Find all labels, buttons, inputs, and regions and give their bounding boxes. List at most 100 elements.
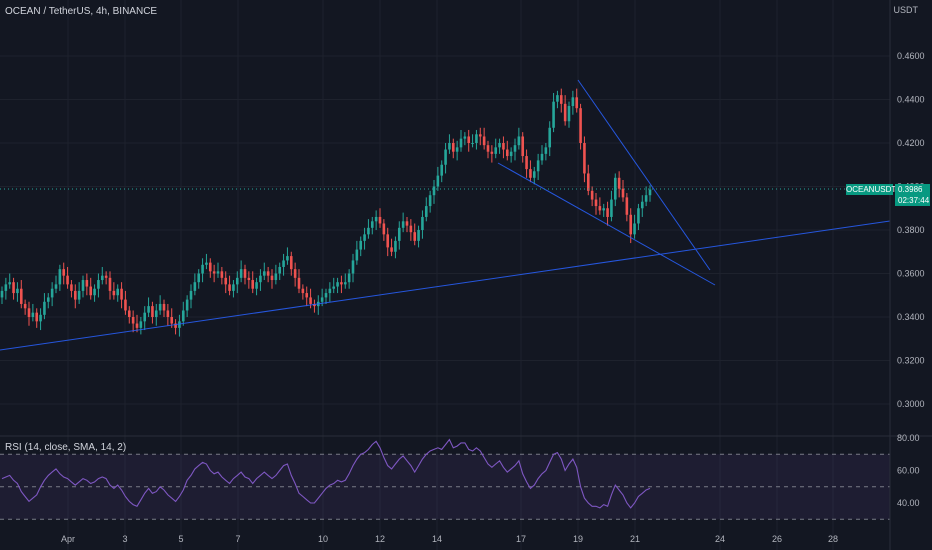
candle (617, 171, 621, 198)
candle-body (621, 188, 625, 198)
candle-body (552, 101, 555, 128)
candle-body (54, 284, 58, 289)
candle-body (320, 297, 324, 302)
candle (571, 90, 575, 115)
candle (293, 262, 297, 287)
candle-body (328, 288, 332, 294)
candle (490, 145, 494, 163)
candle-body (270, 275, 274, 281)
candle (297, 269, 301, 294)
candle-body (309, 297, 312, 304)
candle-body (116, 288, 120, 296)
candle-body (255, 282, 258, 289)
time-tick-label: 24 (715, 534, 725, 544)
candle-body (417, 230, 420, 241)
candle (93, 284, 96, 302)
rsi-tick-label: 60.00 (897, 466, 920, 476)
rsi-tick-label: 40.00 (897, 498, 920, 508)
candle-body (259, 275, 262, 283)
candle (471, 134, 474, 148)
candle-body (185, 299, 189, 311)
candle-body (124, 299, 127, 311)
candle-body (27, 308, 31, 317)
candle-body (50, 288, 54, 298)
candle (363, 227, 366, 250)
candle-body (127, 310, 131, 317)
candle (154, 303, 158, 326)
candle-body (274, 273, 278, 281)
candle-body (359, 240, 363, 250)
candle (112, 282, 116, 300)
candle (478, 127, 482, 146)
candle-body (594, 199, 598, 207)
price-tick-label: 0.4600 (897, 51, 925, 61)
candle-body (455, 147, 459, 152)
candle (31, 303, 35, 322)
candle (81, 275, 85, 298)
candle (27, 301, 31, 326)
candle-body (19, 288, 23, 304)
candle (135, 314, 139, 333)
time-tick-label: 12 (375, 534, 385, 544)
wedge-upper-line[interactable] (577, 79, 711, 271)
trendlines[interactable] (0, 79, 891, 351)
candle (139, 317, 143, 335)
candle-body (451, 143, 455, 152)
candle (444, 143, 447, 174)
last-price-value: 0.3986 (895, 184, 930, 195)
candle-body (235, 277, 239, 285)
candle-body (521, 136, 525, 157)
candle (463, 132, 467, 146)
candle-body (374, 216, 378, 222)
candle-body (174, 323, 177, 328)
candle (178, 314, 181, 337)
wedge-lower-line[interactable] (497, 162, 716, 286)
candle-body (297, 277, 301, 289)
candle-body (486, 145, 490, 152)
candle (147, 297, 150, 317)
candle (440, 160, 444, 183)
candles (0, 88, 652, 337)
candle-body (216, 271, 220, 274)
candle-body (544, 147, 548, 154)
candle-body (143, 312, 147, 322)
candle-body (112, 290, 116, 296)
candle (370, 216, 374, 235)
candle-body (189, 290, 193, 300)
candle-body (613, 177, 617, 200)
candle (8, 273, 12, 289)
candle-body (97, 280, 100, 289)
candle (498, 138, 501, 154)
candle (644, 186, 648, 207)
price-axis[interactable]: 0.30000.32000.34000.36000.38000.40000.42… (897, 51, 925, 409)
price-tick-label: 0.3000 (897, 399, 925, 409)
candle (540, 145, 544, 165)
candle (405, 216, 409, 233)
time-axis[interactable]: Apr 3 5 7 10 12 14 17 19 21 24 26 28 (61, 534, 838, 544)
candle (286, 247, 289, 265)
candle (228, 275, 231, 296)
support-trendline[interactable] (0, 220, 891, 351)
candle-body (629, 214, 633, 235)
candle-body (73, 290, 77, 300)
candle (598, 197, 602, 215)
candle (143, 306, 147, 331)
price-tick-label: 0.3800 (897, 225, 925, 235)
candle-body (567, 106, 571, 122)
candle-body (201, 264, 204, 274)
symbol-label: OCEANUSDT (846, 184, 897, 195)
candle (583, 136, 586, 183)
candle-body (556, 95, 559, 102)
candle (417, 225, 420, 248)
candle-body (35, 312, 39, 322)
candle (606, 201, 609, 226)
candle (224, 271, 228, 294)
candle (559, 88, 563, 113)
candle-body (305, 293, 309, 298)
candle (35, 308, 39, 328)
candle-body (232, 284, 235, 291)
candle-body (239, 269, 243, 278)
candle (50, 282, 54, 307)
candle (467, 129, 471, 152)
